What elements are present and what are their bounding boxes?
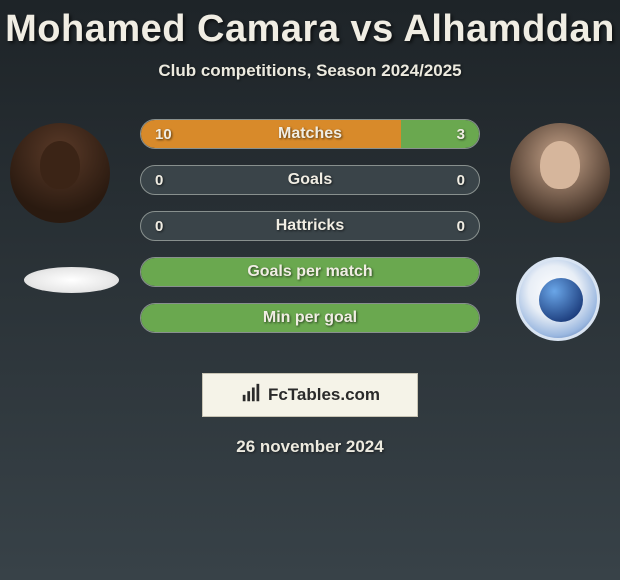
stat-value-left: 0 [155,212,163,240]
player-right-avatar [510,123,610,223]
date-label: 26 november 2024 [0,437,620,457]
stat-row: Goals per match [140,257,480,287]
brand-label: FcTables.com [268,385,380,405]
stat-value-left: 0 [155,166,163,194]
brand-box: FcTables.com [202,373,418,417]
club-left-logo [24,267,119,293]
stat-label: Matches [141,120,479,148]
stat-label: Goals [141,166,479,194]
stat-row: Hattricks0 0 [140,211,480,241]
stat-row: Goals0 0 [140,165,480,195]
stat-row: Min per goal [140,303,480,333]
page-title: Mohamed Camara vs Alhamddan [0,0,620,51]
stat-value-left: 10 [155,120,172,148]
stat-value-right: 3 [457,120,465,148]
player-left-avatar [10,123,110,223]
page-subtitle: Club competitions, Season 2024/2025 [0,61,620,81]
comparison-panel: Matches103Goals00Hattricks00Goals per ma… [0,111,620,371]
stat-label: Hattricks [141,212,479,240]
stat-value-right: 0 [457,166,465,194]
club-right-logo [516,257,600,341]
stat-value-right: 0 [457,212,465,240]
stat-bars: Matches103Goals00Hattricks00Goals per ma… [140,119,480,349]
stat-label: Min per goal [141,304,479,332]
stat-label: Goals per match [141,258,479,286]
stat-row: Matches10 3 [140,119,480,149]
chart-icon [240,382,262,409]
